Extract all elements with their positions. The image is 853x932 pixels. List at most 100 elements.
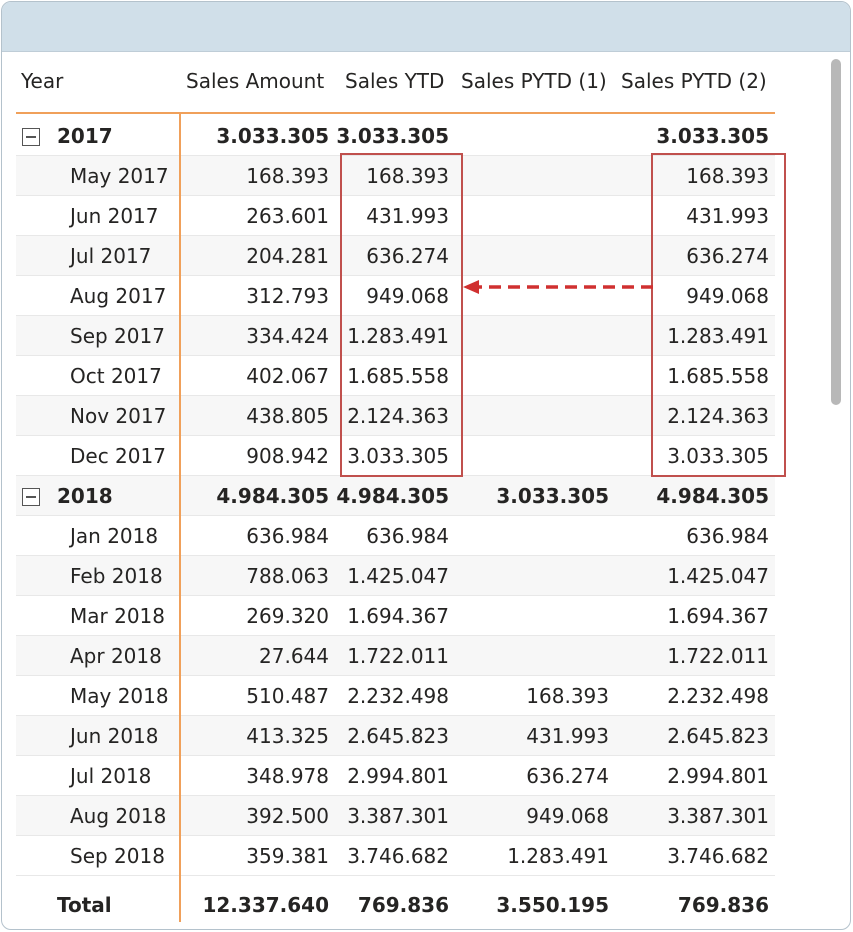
vertical-scrollbar[interactable] [831, 59, 841, 405]
sales-ytd-cell: 3.387.301 [347, 804, 449, 828]
sales-pytd2-cell: 2.994.801 [667, 764, 769, 788]
month-row[interactable]: Aug 2018 392.500 3.387.301 949.068 3.387.301 [16, 796, 775, 836]
sales-ytd-cell: 636.274 [366, 244, 449, 268]
highlight-box-ytd [340, 153, 463, 477]
month-row[interactable]: Feb 2018 788.063 1.425.047 1.425.047 [16, 556, 775, 596]
sales-pytd2-cell: 3.746.682 [667, 844, 769, 868]
total-row: Total 12.337.640 769.836 3.550.195 769.836 [16, 885, 775, 925]
sales-pytd2-cell: 168.393 [686, 164, 769, 188]
sales-amount-cell: 334.424 [246, 324, 329, 348]
sales-ytd-cell: 2.994.801 [347, 764, 449, 788]
sales-ytd-cell: 1.685.558 [347, 364, 449, 388]
month-row[interactable]: Oct 2017 402.067 1.685.558 1.685.558 [16, 356, 775, 396]
year-row[interactable]: 2018 4.984.305 4.984.305 3.033.305 4.984.305 [16, 476, 775, 516]
sales-ytd-cell: 3.033.305 [336, 124, 449, 148]
sales-amount-cell: 908.942 [246, 444, 329, 468]
sales-ytd-cell: 1.722.011 [347, 644, 449, 668]
year-row[interactable]: 2017 3.033.305 3.033.305 3.033.305 [16, 116, 775, 156]
month-row[interactable]: Apr 2018 27.644 1.722.011 1.722.011 [16, 636, 775, 676]
month-cell: Jun 2018 [70, 724, 159, 748]
sales-pytd1-cell: 949.068 [526, 804, 609, 828]
month-row[interactable]: May 2017 168.393 168.393 168.393 [16, 156, 775, 196]
month-cell: Oct 2017 [70, 364, 162, 388]
month-row[interactable]: Mar 2018 269.320 1.694.367 1.694.367 [16, 596, 775, 636]
visual-title-bar [2, 2, 850, 52]
sales-amount-cell: 413.325 [246, 724, 329, 748]
total-sales-pytd2: 769.836 [677, 893, 769, 917]
sales-pytd1-cell: 3.033.305 [496, 484, 609, 508]
sales-pytd2-cell: 1.722.011 [667, 644, 769, 668]
sales-ytd-cell: 168.393 [366, 164, 449, 188]
sales-pytd2-cell: 1.685.558 [667, 364, 769, 388]
sales-pytd2-cell: 3.033.305 [656, 124, 769, 148]
sales-ytd-cell: 1.283.491 [347, 324, 449, 348]
month-cell: Jul 2017 [70, 244, 152, 268]
month-row[interactable]: Aug 2017 312.793 949.068 949.068 [16, 276, 775, 316]
month-cell: Dec 2017 [70, 444, 166, 468]
month-row[interactable]: Jun 2018 413.325 2.645.823 431.993 2.645.823 [16, 716, 775, 756]
sales-ytd-cell: 3.033.305 [347, 444, 449, 468]
sales-ytd-cell: 3.746.682 [347, 844, 449, 868]
month-row[interactable]: May 2018 510.487 2.232.498 168.393 2.232.498 [16, 676, 775, 716]
year-cell: 2018 [16, 476, 176, 516]
sales-ytd-cell: 2.645.823 [347, 724, 449, 748]
sales-amount-cell: 348.978 [246, 764, 329, 788]
sales-ytd-cell: 949.068 [366, 284, 449, 308]
sales-amount-cell: 392.500 [246, 804, 329, 828]
sales-amount-cell: 510.487 [246, 684, 329, 708]
month-row[interactable]: Jun 2017 263.601 431.993 431.993 [16, 196, 775, 236]
month-row[interactable]: Jan 2018 636.984 636.984 636.984 [16, 516, 775, 556]
column-header-sales-ytd[interactable]: Sales YTD [345, 69, 445, 93]
sales-ytd-cell: 2.232.498 [347, 684, 449, 708]
month-cell: Jul 2018 [70, 764, 152, 788]
month-cell: Mar 2018 [70, 604, 165, 628]
sales-ytd-cell: 1.425.047 [347, 564, 449, 588]
sales-amount-cell: 204.281 [246, 244, 329, 268]
sales-pytd2-cell: 1.425.047 [667, 564, 769, 588]
year-cell: 2017 [16, 116, 176, 156]
month-cell: Apr 2018 [70, 644, 162, 668]
total-sales-pytd1: 3.550.195 [496, 893, 609, 917]
column-header-sales-amount[interactable]: Sales Amount [186, 69, 325, 93]
sales-amount-cell: 27.644 [259, 644, 329, 668]
month-row[interactable]: Jul 2017 204.281 636.274 636.274 [16, 236, 775, 276]
sales-pytd2-cell: 949.068 [686, 284, 769, 308]
column-header-year[interactable]: Year [21, 69, 64, 93]
sales-ytd-cell: 431.993 [366, 204, 449, 228]
total-label: Total [57, 893, 112, 917]
month-row[interactable]: Nov 2017 438.805 2.124.363 2.124.363 [16, 396, 775, 436]
sales-pytd2-cell: 2.232.498 [667, 684, 769, 708]
sales-pytd1-cell: 636.274 [526, 764, 609, 788]
sales-amount-cell: 269.320 [246, 604, 329, 628]
month-row[interactable]: Sep 2018 359.381 3.746.682 1.283.491 3.746.6… [16, 836, 775, 876]
sales-pytd2-cell: 2.645.823 [667, 724, 769, 748]
month-cell: Jan 2018 [70, 524, 159, 548]
sales-amount-cell: 263.601 [246, 204, 329, 228]
sales-pytd2-cell: 1.694.367 [667, 604, 769, 628]
month-row[interactable]: Jul 2018 348.978 2.994.801 636.274 2.994.801 [16, 756, 775, 796]
month-cell: Aug 2017 [70, 284, 167, 308]
sales-amount-cell: 636.984 [246, 524, 329, 548]
sales-amount-cell: 3.033.305 [216, 124, 329, 148]
sales-pytd2-cell: 636.274 [686, 244, 769, 268]
collapse-icon[interactable] [22, 488, 40, 506]
sales-amount-cell: 438.805 [246, 404, 329, 428]
sales-pytd2-cell: 4.984.305 [656, 484, 769, 508]
sales-ytd-cell: 2.124.363 [347, 404, 449, 428]
sales-amount-cell: 4.984.305 [216, 484, 329, 508]
total-sales-ytd: 769.836 [357, 893, 449, 917]
sales-ytd-cell: 1.694.367 [347, 604, 449, 628]
dashed-arrow-icon [463, 280, 653, 294]
sales-amount-cell: 359.381 [246, 844, 329, 868]
month-row[interactable]: Dec 2017 908.942 3.033.305 3.033.305 [16, 436, 775, 476]
collapse-icon[interactable] [22, 128, 40, 146]
sales-pytd1-cell: 168.393 [526, 684, 609, 708]
sales-amount-cell: 402.067 [246, 364, 329, 388]
column-header-sales-pytd-1[interactable]: Sales PYTD (1) [461, 69, 607, 93]
sales-pytd2-cell: 2.124.363 [667, 404, 769, 428]
total-sales-amount: 12.337.640 [202, 893, 329, 917]
column-header-sales-pytd-2[interactable]: Sales PYTD (2) [621, 69, 767, 93]
month-cell: Sep 2017 [70, 324, 165, 348]
sales-amount-cell: 788.063 [246, 564, 329, 588]
month-row[interactable]: Sep 2017 334.424 1.283.491 1.283.491 [16, 316, 775, 356]
